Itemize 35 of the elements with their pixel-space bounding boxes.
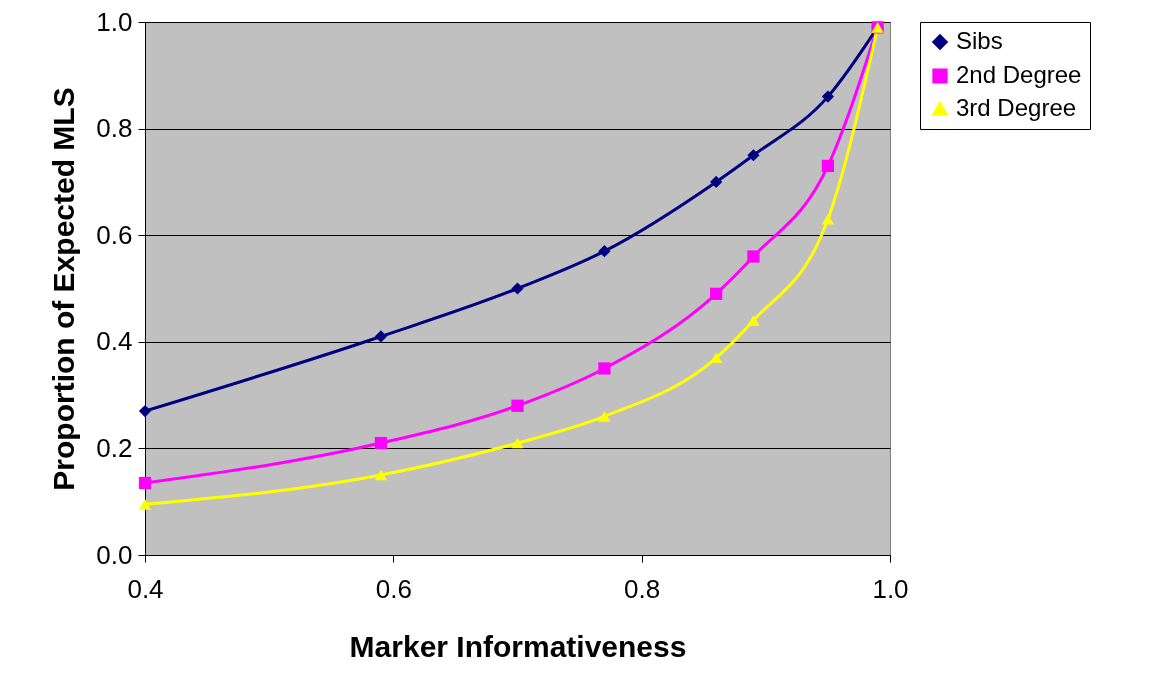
point — [511, 399, 524, 412]
y-tick-label: 0.4 — [96, 326, 133, 357]
x-tick-label: 0.8 — [624, 573, 661, 604]
point — [598, 245, 611, 258]
point — [374, 330, 388, 343]
legend-label: 3rd Degree — [956, 94, 1077, 121]
point — [821, 159, 835, 173]
y-axis-title: Proportion of Expected MLS — [47, 87, 81, 491]
y-tick-label: 0.6 — [96, 219, 133, 250]
point — [821, 90, 835, 103]
point — [598, 362, 611, 375]
y-tick-label: 0.8 — [96, 113, 133, 144]
x-tick-label: 1.0 — [872, 573, 909, 604]
point — [511, 437, 524, 449]
legend-label: Sibs — [956, 27, 1003, 54]
x-axis-title: Marker Informativeness — [349, 629, 687, 663]
point — [747, 149, 760, 162]
point — [710, 175, 723, 189]
y-tick-label: 1.0 — [96, 6, 133, 37]
x-tick-label: 0.6 — [375, 573, 412, 604]
point — [747, 250, 760, 263]
point — [374, 436, 388, 450]
point — [598, 411, 611, 422]
x-tick-label: 0.4 — [127, 573, 164, 604]
point — [374, 469, 388, 481]
point — [138, 499, 152, 510]
y-tick-label: 0.2 — [96, 432, 133, 463]
point — [747, 315, 760, 326]
point — [138, 476, 152, 490]
point — [821, 213, 835, 225]
y-tick-label: 0.0 — [96, 539, 133, 570]
point — [511, 282, 524, 295]
point — [138, 404, 152, 418]
legend-label: 2nd Degree — [956, 61, 1082, 88]
point — [710, 287, 723, 300]
